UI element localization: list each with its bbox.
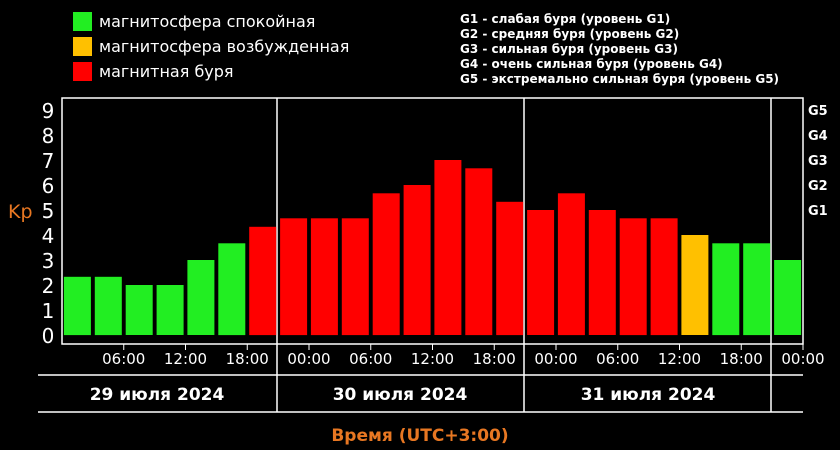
kp-bar [465,168,493,336]
g-level-tick: G5 [808,104,828,119]
kp-bar [588,210,616,335]
x-tick-label: 00:00 [534,350,577,368]
x-tick-label: 06:00 [102,350,145,368]
x-tick-label: 00:00 [287,350,330,368]
kp-bar [341,218,369,336]
storm-level-legend: G1 - слабая буря (уровень G1)G2 - средня… [460,12,779,86]
y-tick-label: 5 [42,199,55,223]
storm-legend-item: G2 - средняя буря (уровень G2) [460,27,679,41]
kp-bar [94,276,122,336]
x-tick-label: 00:00 [781,350,824,368]
g-level-tick: G2 [808,179,828,194]
legend-label: магнитосфера возбужденная [99,37,349,56]
kp-bar [434,160,462,335]
y-tick-label: 9 [42,99,55,123]
g-level-tick: G4 [808,129,828,144]
legend-swatch [73,37,92,56]
kp-bar [650,218,678,336]
kp-bar [743,243,771,336]
kp-bar [557,193,585,336]
x-tick-label: 18:00 [473,350,516,368]
legend-swatch [73,12,92,31]
day-label: 29 июля 2024 [90,385,225,405]
storm-legend-item: G5 - экстремально сильная буря (уровень … [460,72,779,86]
storm-legend-item: G4 - очень сильная буря (уровень G4) [460,57,723,71]
y-tick-label: 7 [42,149,55,173]
storm-legend-item: G1 - слабая буря (уровень G1) [460,12,670,26]
x-tick-label: 06:00 [349,350,392,368]
kp-bar [712,243,740,336]
x-tick-label: 06:00 [596,350,639,368]
y-tick-label: 0 [42,324,55,348]
y-tick-label: 8 [42,124,55,148]
day-label: 30 июля 2024 [333,385,468,405]
kp-bar [774,260,802,335]
y-tick-label: 1 [42,299,55,323]
y-tick-label: 2 [42,274,55,298]
g-level-tick: G1 [808,204,828,219]
y-axis-label: Kp [8,201,33,223]
y-tick-label: 3 [42,249,55,273]
kp-bar [125,285,153,335]
kp-bar [372,193,400,336]
kp-bar [280,218,308,336]
kp-bar [63,276,91,336]
legend-swatch [73,62,92,81]
kp-bar [187,260,215,335]
kp-bar [619,218,647,336]
day-label: 31 июля 2024 [581,385,716,405]
storm-legend-item: G3 - сильная буря (уровень G3) [460,42,678,56]
g-level-tick: G3 [808,154,828,169]
kp-bar [249,226,277,336]
kp-bar [403,185,431,335]
kp-bar [681,235,709,335]
kp-bar [527,210,555,335]
kp-bar [156,285,184,335]
x-tick-label: 12:00 [411,350,454,368]
x-tick-label: 12:00 [658,350,701,368]
legend-label: магнитосфера спокойная [99,12,315,31]
x-tick-label: 12:00 [164,350,207,368]
activity-legend: магнитосфера спокойная магнитосфера возбу… [73,12,349,81]
y-tick-label: 4 [42,224,55,248]
y-tick-label: 6 [42,174,55,198]
kp-bar [310,218,338,336]
kp-bar [496,201,524,336]
legend-label: магнитная буря [99,62,234,81]
kp-bars [63,160,802,336]
x-axis-label: Время (UTC+3:00) [331,426,508,446]
x-tick-label: 18:00 [720,350,763,368]
kp-bar [218,243,246,336]
x-tick-label: 18:00 [226,350,269,368]
